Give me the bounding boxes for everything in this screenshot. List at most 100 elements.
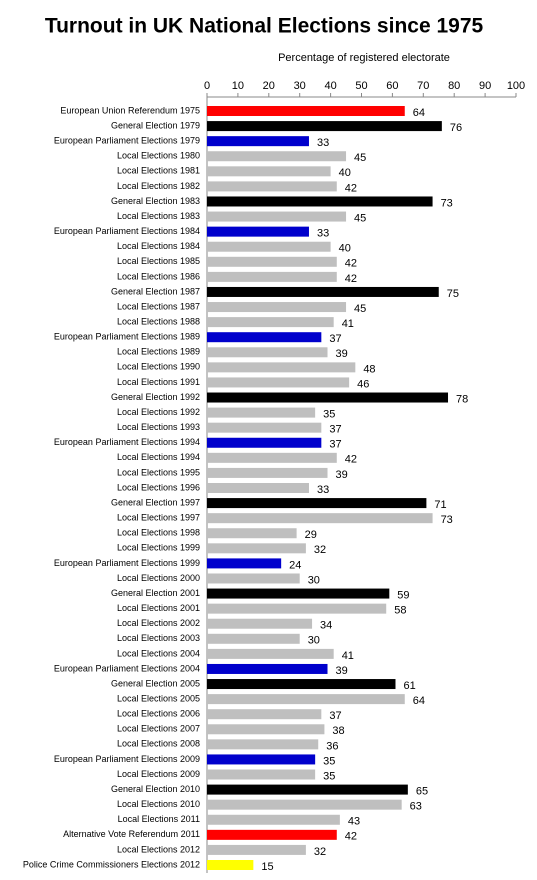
data-label: 40	[339, 243, 351, 255]
y-tick-label: Police Crime Commissioners Elections 201…	[23, 859, 200, 869]
data-label: 35	[323, 755, 335, 767]
y-tick-label: Local Elections 2001	[117, 603, 200, 613]
y-tick-label: Local Elections 1998	[117, 528, 200, 538]
y-tick-label: Local Elections 1980	[117, 151, 200, 161]
y-tick-label: Local Elections 1995	[117, 467, 200, 477]
y-tick-label: European Parliament Elections 1994	[54, 437, 200, 447]
bar	[207, 679, 396, 690]
data-label: 33	[317, 137, 329, 149]
y-tick-label: Local Elections 1987	[117, 301, 200, 311]
bar	[207, 362, 356, 373]
bar	[207, 452, 337, 463]
y-tick-label: Local Elections 1992	[117, 407, 200, 417]
data-label: 43	[348, 816, 360, 828]
y-tick-label: General Election 1987	[111, 286, 200, 296]
data-label: 37	[329, 333, 341, 345]
bar	[207, 694, 405, 705]
y-tick-label: Local Elections 1984	[117, 241, 200, 251]
bar	[207, 829, 337, 840]
bar	[207, 769, 316, 780]
x-tick-label: 0	[204, 80, 210, 92]
y-tick-label: Local Elections 2009	[117, 769, 200, 779]
y-tick-label: European Parliament Elections 2004	[54, 663, 200, 673]
y-tick-label: Local Elections 2004	[117, 648, 200, 658]
x-tick-label: 90	[479, 80, 491, 92]
y-tick-label: European Parliament Elections 1999	[54, 558, 200, 568]
y-tick-label: General Election 1992	[111, 392, 200, 402]
bar	[207, 799, 402, 810]
bar	[207, 226, 309, 237]
bar	[207, 211, 347, 222]
data-label: 78	[456, 393, 468, 405]
data-label: 46	[357, 378, 369, 390]
data-label: 24	[289, 559, 301, 571]
y-tick-label: Local Elections 1997	[117, 513, 200, 523]
x-tick-label: 60	[386, 80, 398, 92]
x-tick-label: 40	[324, 80, 336, 92]
data-label: 59	[397, 589, 409, 601]
bar	[207, 648, 334, 659]
bar	[207, 166, 331, 177]
bar	[207, 860, 254, 870]
data-label: 35	[323, 409, 335, 421]
data-label: 42	[345, 454, 357, 466]
bar	[207, 151, 347, 162]
data-label: 30	[308, 574, 320, 586]
bar	[207, 241, 331, 252]
data-label: 32	[314, 846, 326, 858]
x-tick-label: 30	[294, 80, 306, 92]
y-tick-label: General Election 1997	[111, 497, 200, 507]
y-tick-label: Alternative Vote Referendum 2011	[63, 829, 200, 839]
bar	[207, 739, 319, 750]
data-label: 36	[326, 740, 338, 752]
y-tick-label: Local Elections 1990	[117, 362, 200, 372]
x-tick-label: 70	[417, 80, 429, 92]
data-label: 39	[336, 348, 348, 360]
data-label: 30	[308, 635, 320, 647]
y-tick-label: European Parliament Elections 2009	[54, 754, 200, 764]
y-tick-label: Local Elections 2008	[117, 739, 200, 749]
data-label: 48	[363, 363, 375, 375]
y-tick-label: Local Elections 2011	[118, 814, 200, 824]
x-tick-label: 20	[263, 80, 275, 92]
y-tick-label: General Election 1983	[111, 196, 200, 206]
y-tick-label: General Election 1979	[111, 120, 200, 130]
data-label: 40	[339, 167, 351, 179]
bar	[207, 724, 325, 735]
bar	[207, 136, 309, 147]
data-label: 33	[317, 484, 329, 496]
y-tick-label: Local Elections 2003	[117, 633, 200, 643]
x-tick-label: 50	[355, 80, 367, 92]
data-label: 64	[413, 107, 425, 119]
bar	[207, 603, 387, 614]
y-tick-label: European Parliament Elections 1989	[54, 332, 200, 342]
data-label: 37	[329, 424, 341, 436]
data-label: 39	[336, 665, 348, 677]
bar	[207, 663, 328, 674]
bar	[207, 588, 390, 599]
data-label: 45	[354, 303, 366, 315]
x-tick-label: 80	[448, 80, 460, 92]
data-label: 76	[450, 122, 462, 134]
y-tick-label: European Parliament Elections 1984	[54, 226, 200, 236]
bar	[207, 196, 433, 207]
y-tick-label: Local Elections 2005	[117, 693, 200, 703]
bar	[207, 407, 316, 418]
bar	[207, 483, 309, 493]
bar	[207, 377, 350, 388]
y-tick-label: General Election 2005	[111, 678, 200, 688]
bar	[207, 814, 340, 825]
data-label: 42	[345, 258, 357, 270]
y-tick-label: European Parliament Elections 1979	[54, 136, 200, 146]
y-tick-label: Local Elections 2010	[117, 799, 200, 809]
y-tick-label: Local Elections 1983	[117, 211, 200, 221]
y-tick-label: General Election 2010	[111, 784, 200, 794]
bar	[207, 347, 328, 358]
y-tick-label: Local Elections 2000	[117, 573, 200, 583]
data-label: 33	[317, 228, 329, 240]
bar	[207, 422, 322, 433]
bar	[207, 513, 433, 524]
bar	[207, 844, 306, 855]
data-label: 42	[345, 831, 357, 843]
